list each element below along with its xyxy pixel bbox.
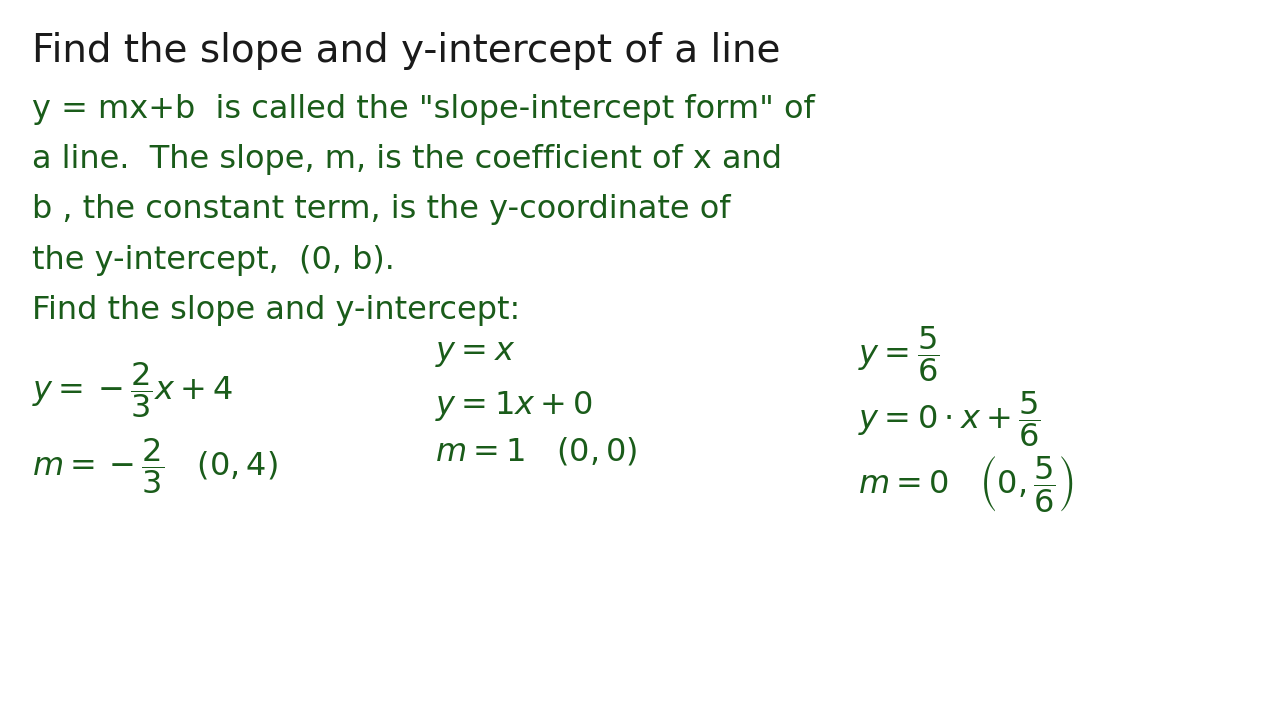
Text: Find the slope and y-intercept:: Find the slope and y-intercept: [32, 295, 520, 326]
Text: a line.  The slope, m, is the coefficient of x and: a line. The slope, m, is the coefficient… [32, 144, 782, 175]
Text: $y = x$: $y = x$ [435, 338, 516, 369]
Text: $y = 0 \cdot x + \dfrac{5}{6}$: $y = 0 \cdot x + \dfrac{5}{6}$ [858, 389, 1041, 449]
Text: $m = 0$   $\left(0, \dfrac{5}{6}\right)$: $m = 0$ $\left(0, \dfrac{5}{6}\right)$ [858, 454, 1074, 513]
Text: Find the slope and y-intercept of a line: Find the slope and y-intercept of a line [32, 32, 781, 71]
Text: b , the constant term, is the y-coordinate of: b , the constant term, is the y-coordina… [32, 194, 731, 225]
Text: $m = 1$   $(0, 0)$: $m = 1$ $(0, 0)$ [435, 436, 637, 467]
Text: $y = 1x + 0$: $y = 1x + 0$ [435, 389, 593, 423]
Text: $m = -\dfrac{2}{3}$   $(0, 4)$: $m = -\dfrac{2}{3}$ $(0, 4)$ [32, 436, 278, 495]
Text: the y-intercept,  (0, b).: the y-intercept, (0, b). [32, 245, 394, 276]
Text: $y = \dfrac{5}{6}$: $y = \dfrac{5}{6}$ [858, 324, 940, 384]
Text: y = mx+b  is called the "slope-intercept form" of: y = mx+b is called the "slope-intercept … [32, 94, 815, 125]
Text: $y = -\dfrac{2}{3}x+4$: $y = -\dfrac{2}{3}x+4$ [32, 360, 233, 420]
